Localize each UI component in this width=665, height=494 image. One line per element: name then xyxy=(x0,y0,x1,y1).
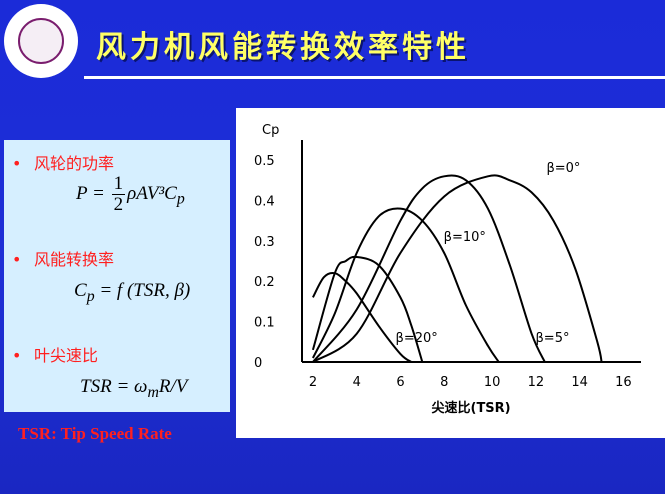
formula-lhs: C xyxy=(74,280,87,301)
coefficient-formula: Cp = f (TSR, β) xyxy=(74,280,190,306)
x-axis-label: 尖速比(TSR) xyxy=(432,400,511,416)
x-tick-label: 4 xyxy=(353,375,361,390)
y-tick-label: 0.4 xyxy=(254,194,275,209)
fraction-num: 1 xyxy=(111,173,126,195)
chart-svg: 0 0.1 0.2 0.3 0.4 0.5 2 4 6 8 10 12 14 16 β=0° β=10° β… xyxy=(254,123,641,416)
cp-curve xyxy=(312,271,412,363)
y-axis-label: Cp xyxy=(262,123,279,138)
y-tick-label: 0.1 xyxy=(254,316,275,331)
formula-sub: p xyxy=(176,190,185,208)
x-tick-label: 6 xyxy=(396,375,404,390)
formula-lhs: P xyxy=(76,182,88,204)
formula-rhs: = f (TSR, β) xyxy=(99,280,191,301)
tsr-formula: TSR = ωmR/V xyxy=(80,376,188,401)
bullet-rotor-power: • 风轮的功率 xyxy=(12,150,114,174)
x-tick-label: 16 xyxy=(615,375,632,390)
definition-panel: • 风轮的功率 P = 1 2 ρAV³Cp • 风能转换率 Cp = f (TSR, … xyxy=(4,140,230,412)
y-tick-label: 0.5 xyxy=(254,154,275,169)
university-logo xyxy=(4,4,78,78)
formula-omega: ω xyxy=(134,376,148,397)
bullet-label: 风轮的功率 xyxy=(34,154,115,173)
cp-tsr-chart: 0 0.1 0.2 0.3 0.4 0.5 2 4 6 8 10 12 14 16 β=0° β=10° β… xyxy=(236,108,665,438)
footer-note: TSR: Tip Speed Rate xyxy=(18,424,172,443)
formula-rhs: ρAV³C xyxy=(127,182,177,204)
bullet-power-coefficient: • 风能转换率 xyxy=(12,246,114,270)
pitch-angle-label: β=5° xyxy=(536,331,570,346)
x-tick-label: 14 xyxy=(571,375,588,390)
y-tick-label: 0 xyxy=(254,356,262,371)
bullet-dot-icon: • xyxy=(12,346,22,365)
pitch-angle-label: β=20° xyxy=(396,331,438,346)
page-title: 风力机风能转换效率特性 xyxy=(96,30,470,65)
formula-sub: p xyxy=(86,287,95,305)
x-tick-label: 2 xyxy=(309,375,317,390)
bullet-tip-speed-ratio: • 叶尖速比 xyxy=(12,342,98,366)
bullet-label: 叶尖速比 xyxy=(34,346,99,365)
y-tick-label: 0.2 xyxy=(254,275,275,290)
bullet-dot-icon: • xyxy=(12,154,22,173)
formula-lhs: TSR xyxy=(80,376,112,397)
cp-curve xyxy=(312,174,546,363)
title-divider xyxy=(84,76,665,79)
bullet-dot-icon: • xyxy=(12,250,22,269)
pitch-angle-label: β=0° xyxy=(546,161,580,176)
pitch-angle-label: β=10° xyxy=(444,230,486,245)
cp-curve xyxy=(311,255,424,363)
formula-rhs: R/V xyxy=(158,376,188,397)
x-tick-label: 8 xyxy=(440,375,448,390)
bullet-label: 风能转换率 xyxy=(34,250,115,269)
fraction-den: 2 xyxy=(113,194,124,215)
cp-curve xyxy=(312,207,500,363)
seal-icon xyxy=(18,18,64,64)
x-tick-label: 12 xyxy=(528,375,545,390)
x-tick-label: 10 xyxy=(484,375,501,390)
cp-curve xyxy=(312,174,603,363)
y-tick-label: 0.3 xyxy=(254,235,275,250)
power-formula: P = 1 2 ρAV³Cp xyxy=(76,173,185,215)
formula-sub: m xyxy=(147,383,159,401)
